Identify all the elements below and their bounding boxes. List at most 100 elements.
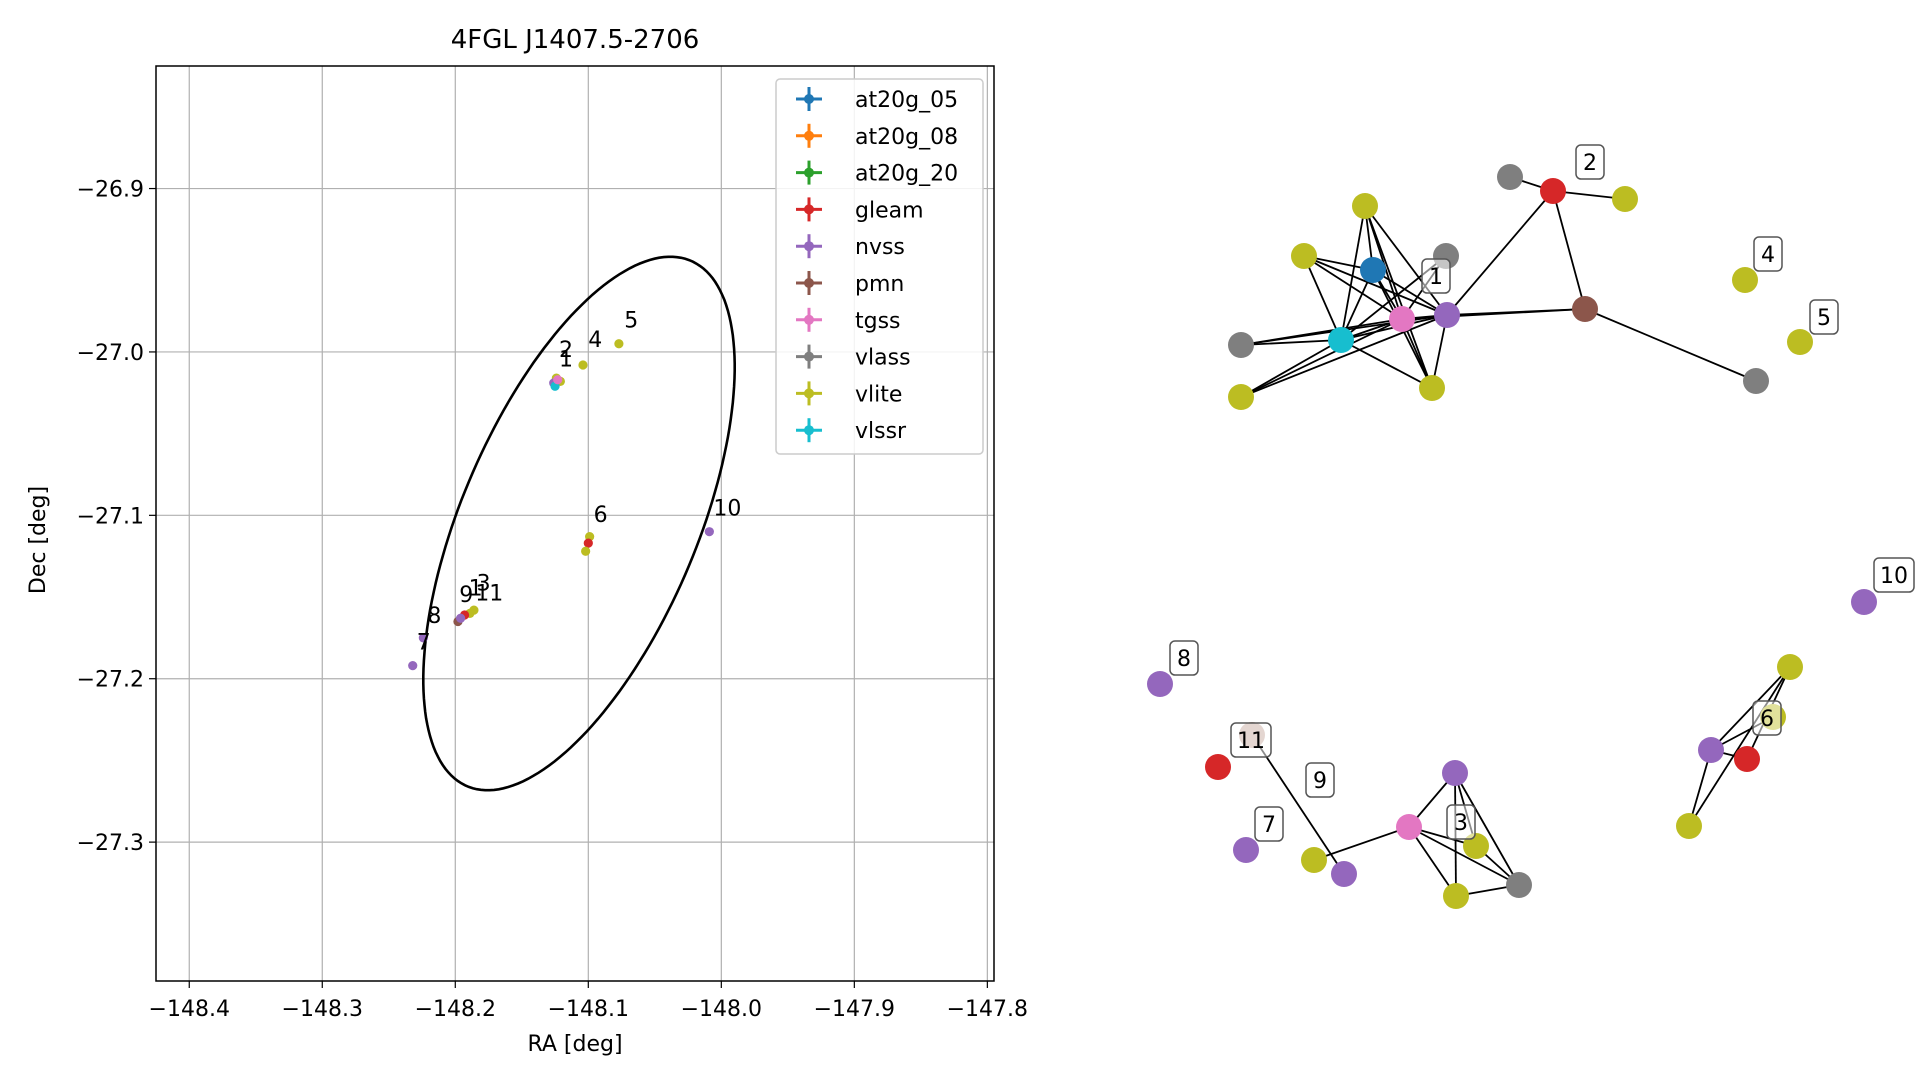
network-edge bbox=[1240, 339, 1342, 346]
legend-marker-dot bbox=[804, 130, 814, 141]
network-graph: 1 2 4 5 10 8 11 9 7 3 6 bbox=[1147, 144, 1915, 909]
legend-entry: gleam bbox=[796, 197, 924, 223]
y-tick-label: −27.2 bbox=[77, 668, 144, 693]
network-node bbox=[1233, 837, 1259, 863]
network-edge bbox=[1303, 255, 1403, 320]
x-tick-label: −148.0 bbox=[681, 997, 762, 1022]
network-node bbox=[1698, 737, 1724, 763]
node-label-box bbox=[1421, 258, 1451, 294]
network-edge bbox=[1240, 314, 1448, 398]
legend-entry: nvss bbox=[796, 234, 905, 260]
network-node bbox=[1676, 813, 1702, 839]
network-node bbox=[1389, 306, 1415, 332]
x-tick-label: −148.1 bbox=[548, 997, 629, 1022]
source-point bbox=[408, 661, 418, 671]
network-node bbox=[1147, 671, 1173, 697]
network-node bbox=[1331, 861, 1357, 887]
source-point bbox=[418, 633, 428, 643]
network-edge bbox=[1552, 190, 1586, 310]
source-point bbox=[581, 546, 591, 556]
network-node bbox=[1352, 193, 1378, 219]
plot-frame bbox=[155, 65, 995, 982]
network-node bbox=[1732, 267, 1758, 293]
legend-marker-dot bbox=[804, 278, 814, 288]
source-label: 6 bbox=[594, 503, 608, 528]
legend-entry: at20g_20 bbox=[796, 160, 958, 187]
legend-label: vlssr bbox=[855, 419, 907, 444]
network-edge bbox=[1584, 308, 1757, 382]
network-edge bbox=[1372, 269, 1448, 316]
network-node bbox=[1228, 384, 1254, 410]
source-label: 3 bbox=[477, 571, 491, 596]
network-edge bbox=[1303, 255, 1342, 341]
source-points bbox=[408, 339, 714, 671]
network-node-label: 4 bbox=[1753, 236, 1783, 272]
network-edge bbox=[1688, 749, 1712, 827]
network-node-labels: 1 2 4 5 10 8 11 9 7 3 6 bbox=[1169, 144, 1915, 842]
network-node bbox=[1851, 589, 1877, 615]
network-node-label: 10 bbox=[1873, 557, 1915, 593]
legend-entry: vlssr bbox=[796, 418, 907, 444]
legend-marker-dot bbox=[804, 94, 814, 104]
node-label-text: 7 bbox=[1262, 813, 1276, 838]
source-label: 2 bbox=[559, 338, 573, 363]
x-tick-label: −147.8 bbox=[947, 997, 1028, 1022]
network-edge bbox=[1408, 826, 1520, 886]
network-node bbox=[1442, 760, 1468, 786]
network-node bbox=[1743, 368, 1769, 394]
source-label: 1 bbox=[469, 576, 483, 601]
node-label-text: 9 bbox=[1313, 769, 1327, 794]
source-label: 4 bbox=[588, 328, 602, 353]
network-edge bbox=[1364, 205, 1433, 389]
node-label-box bbox=[1753, 236, 1783, 272]
legend-box bbox=[775, 78, 984, 455]
network-node-label: 11 bbox=[1230, 722, 1272, 758]
source-point bbox=[553, 375, 563, 385]
x-tick-label: −147.9 bbox=[814, 997, 895, 1022]
node-label-box bbox=[1305, 762, 1335, 798]
node-label-box bbox=[1169, 640, 1199, 676]
network-node-label: 6 bbox=[1752, 700, 1782, 736]
legend-label: at20g_05 bbox=[855, 88, 958, 113]
network-node bbox=[1777, 654, 1803, 680]
network-edge bbox=[1251, 734, 1345, 875]
network-edge bbox=[1710, 666, 1791, 751]
network-node bbox=[1396, 814, 1422, 840]
legend-label: at20g_20 bbox=[855, 162, 958, 187]
network-node bbox=[1291, 243, 1317, 269]
network-node bbox=[1506, 872, 1532, 898]
legend-entry: pmn bbox=[796, 271, 904, 297]
x-tick-label: −148.3 bbox=[282, 997, 363, 1022]
network-edge bbox=[1340, 205, 1366, 341]
network-node bbox=[1228, 332, 1254, 358]
legend-marker-dot bbox=[804, 425, 814, 436]
network-node bbox=[1205, 754, 1231, 780]
legend-marker-dot bbox=[804, 388, 814, 399]
node-label-box bbox=[1446, 804, 1476, 840]
network-node bbox=[1301, 847, 1327, 873]
y-tick-label: −27.0 bbox=[77, 341, 144, 366]
network-edge bbox=[1446, 190, 1554, 316]
network-node bbox=[1434, 302, 1460, 328]
node-label-text: 1 bbox=[1429, 265, 1443, 290]
node-label-box bbox=[1230, 722, 1272, 758]
legend-marker-dot bbox=[804, 351, 814, 362]
network-node-label: 3 bbox=[1446, 804, 1476, 840]
legend-entry: tgss bbox=[796, 307, 901, 334]
node-label-text: 4 bbox=[1761, 243, 1775, 268]
node-label-text: 5 bbox=[1817, 306, 1831, 331]
source-label: 10 bbox=[713, 496, 741, 521]
network-node-label: 5 bbox=[1809, 299, 1839, 335]
network-edge bbox=[1446, 308, 1586, 316]
y-axis-label: Dec [deg] bbox=[26, 486, 51, 594]
network-node bbox=[1497, 164, 1523, 190]
source-point bbox=[704, 527, 714, 537]
node-label-text: 8 bbox=[1177, 647, 1191, 672]
node-label-box bbox=[1752, 700, 1782, 736]
source-label: 8 bbox=[427, 604, 441, 629]
network-edge bbox=[1240, 339, 1342, 398]
network-edge bbox=[1454, 772, 1520, 886]
